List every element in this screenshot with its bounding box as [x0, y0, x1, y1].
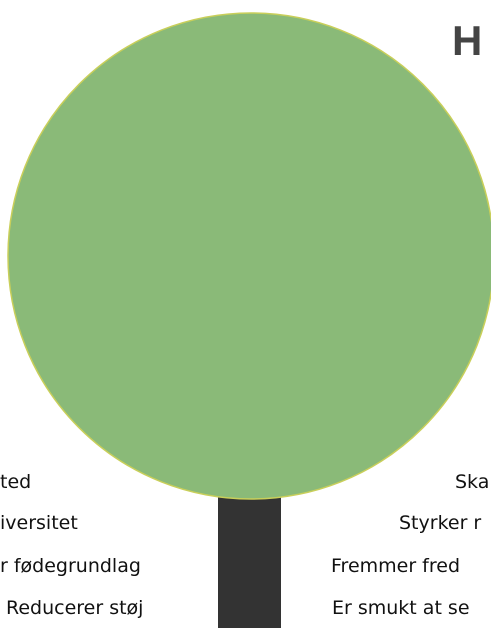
title: H	[452, 17, 482, 64]
tree-crown	[8, 13, 491, 499]
left-label: Reducerer støj	[6, 597, 143, 619]
right-label: Ska	[455, 471, 489, 493]
right-label: Styrker r	[399, 512, 481, 534]
left-label: ted	[0, 471, 31, 493]
right-label: Fremmer fred	[331, 555, 460, 577]
left-label: iversitet	[0, 512, 78, 534]
right-label: Er smukt at se	[332, 597, 470, 619]
tree-diagram: H ted iversitet r fødegrundlag Reducerer…	[0, 0, 491, 628]
left-label: r fødegrundlag	[0, 555, 141, 577]
page: H ted iversitet r fødegrundlag Reducerer…	[0, 0, 491, 628]
